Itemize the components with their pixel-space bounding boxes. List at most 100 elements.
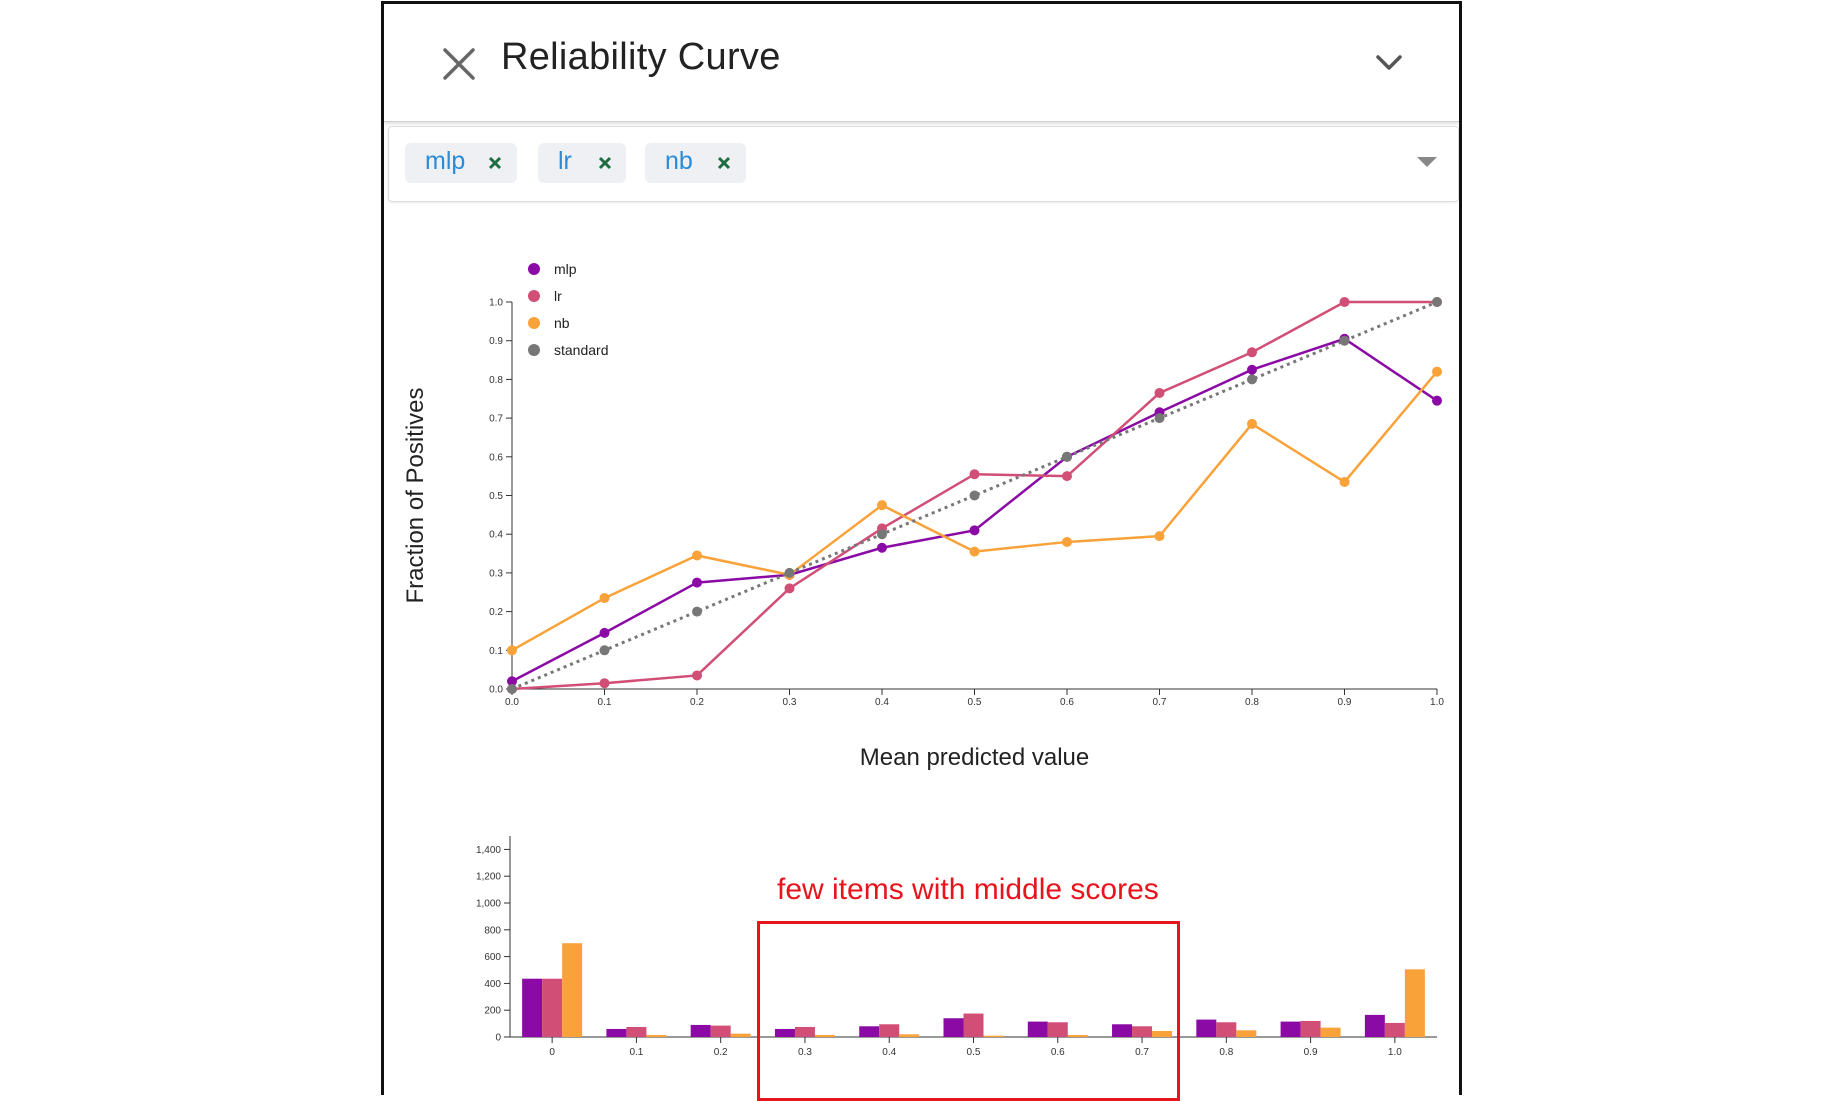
- data-point-lr: [1247, 347, 1257, 358]
- data-point-standard: [784, 567, 795, 578]
- x-tick-label: 0.2: [690, 697, 704, 708]
- data-point-standard: [1062, 451, 1072, 462]
- hist-y-tick-label: 800: [484, 925, 501, 936]
- data-point-lr: [1154, 387, 1165, 398]
- hist-bar-nb: [1152, 1030, 1173, 1037]
- hist-bar-mlp: [1196, 1019, 1217, 1037]
- data-point-mlp: [599, 627, 610, 638]
- hist-x-tick-label: 0.1: [629, 1047, 643, 1058]
- hist-x-tick-label: 0.4: [882, 1047, 896, 1058]
- legend-label-standard: standard: [554, 342, 608, 358]
- hist-bar-nb: [562, 943, 583, 1037]
- data-point-lr: [1062, 471, 1072, 482]
- hist-bar-mlp: [1112, 1024, 1133, 1037]
- data-point-standard: [1154, 413, 1165, 424]
- x-tick-label: 0.7: [1153, 697, 1167, 708]
- x-tick-label: 0.1: [598, 697, 612, 708]
- hist-bar-nb: [646, 1034, 667, 1037]
- chip-lr[interactable]: lr: [538, 143, 626, 183]
- x-tick-label: 0.6: [1060, 697, 1074, 708]
- chip-mlp[interactable]: mlp: [405, 143, 517, 183]
- hist-bar-lr: [794, 1026, 815, 1037]
- legend-marker-mlp: [528, 263, 540, 275]
- hist-x-tick-label: 0.5: [967, 1047, 981, 1058]
- data-point-standard: [599, 645, 610, 656]
- data-point-nb: [969, 546, 980, 557]
- data-point-lr: [599, 678, 610, 689]
- series-line-standard: [511, 300, 1438, 691]
- close-icon[interactable]: [714, 153, 734, 173]
- x-tick-label: 1.0: [1430, 697, 1444, 708]
- x-axis-label: Mean predicted value: [860, 744, 1089, 771]
- hist-x-tick-label: 0.9: [1304, 1047, 1318, 1058]
- hist-bar-lr: [1384, 1022, 1405, 1037]
- data-point-mlp: [692, 577, 702, 588]
- chip-label: nb: [665, 147, 693, 175]
- data-point-standard: [969, 490, 980, 501]
- hist-bar-mlp: [522, 978, 543, 1037]
- hist-bar-mlp: [1280, 1021, 1301, 1037]
- hist-bar-lr: [1047, 1022, 1068, 1037]
- y-tick-label: 0.4: [489, 530, 503, 541]
- hist-x-tick-label: 0.3: [798, 1047, 812, 1058]
- hist-bar-lr: [963, 1013, 984, 1037]
- x-tick-label: 0.5: [968, 697, 982, 708]
- hist-x-tick-label: 0.2: [714, 1047, 728, 1058]
- close-icon[interactable]: [595, 153, 615, 173]
- hist-x-tick-label: 0.7: [1135, 1047, 1149, 1058]
- x-tick-label: 0.3: [783, 697, 797, 708]
- hist-bar-lr: [626, 1026, 647, 1037]
- legend-label-mlp: mlp: [554, 261, 577, 277]
- hist-bar-lr: [710, 1025, 731, 1037]
- hist-bar-nb: [1320, 1027, 1341, 1037]
- y-tick-label: 0.3: [489, 568, 503, 579]
- hist-bar-lr: [542, 978, 563, 1037]
- y-tick-label: 0.2: [489, 607, 503, 618]
- x-tick-label: 0.0: [505, 697, 519, 708]
- hist-bar-lr: [1132, 1026, 1153, 1037]
- hist-bar-lr: [1216, 1022, 1237, 1037]
- hist-bar-lr: [879, 1024, 900, 1037]
- annotation-highlight-box: [757, 921, 1180, 1101]
- data-point-lr: [1339, 297, 1350, 307]
- close-icon[interactable]: [439, 44, 479, 84]
- hist-bar-mlp: [943, 1018, 964, 1037]
- hist-bar-nb: [983, 1035, 1004, 1037]
- data-point-nb: [507, 645, 517, 656]
- prediction-histogram: 0 200 400 600 800 1,000 1,200 1,400 0 0.1 0.2 0.3 0.…: [476, 836, 1437, 1058]
- y-axis-label: Fraction of Positives: [402, 387, 429, 603]
- x-tick-label: 0.4: [875, 697, 889, 708]
- hist-bar-mlp: [1027, 1021, 1048, 1037]
- hist-bar-nb: [730, 1033, 751, 1037]
- data-point-standard: [507, 684, 517, 694]
- legend-label-nb: nb: [554, 315, 570, 331]
- annotation-text: few items with middle scores: [777, 873, 1159, 906]
- hist-y-tick-label: 1,200: [476, 872, 501, 883]
- hist-y-tick-label: 1,400: [476, 845, 501, 856]
- data-point-mlp: [1432, 395, 1442, 406]
- chip-nb[interactable]: nb: [645, 143, 746, 183]
- data-point-nb: [1247, 418, 1257, 429]
- reliability-curve-panel: Reliability Curve mlp lr: [381, 1, 1462, 1095]
- data-point-nb: [1432, 366, 1442, 377]
- data-point-mlp: [877, 542, 887, 553]
- chevron-down-icon[interactable]: [1372, 50, 1406, 76]
- model-filter-bar[interactable]: mlp lr nb: [388, 126, 1459, 202]
- hist-x-tick-label: 0: [549, 1047, 555, 1058]
- y-tick-label: 0.0: [489, 685, 503, 696]
- data-point-nb: [1339, 476, 1350, 487]
- y-tick-label: 0.8: [489, 375, 503, 386]
- series-line-mlp: [511, 337, 1438, 683]
- hist-bar-nb: [1067, 1034, 1088, 1037]
- y-tick-label: 0.9: [489, 336, 503, 347]
- hist-y-tick-label: 1,000: [476, 899, 501, 910]
- caret-down-icon[interactable]: [1416, 155, 1438, 169]
- data-point-nb: [599, 593, 610, 604]
- data-point-lr: [692, 670, 702, 681]
- data-point-mlp: [969, 525, 980, 536]
- hist-bar-mlp: [606, 1028, 627, 1037]
- y-tick-label: 0.5: [489, 491, 503, 502]
- close-icon[interactable]: [485, 153, 505, 173]
- hist-y-tick-label: 200: [484, 1006, 501, 1017]
